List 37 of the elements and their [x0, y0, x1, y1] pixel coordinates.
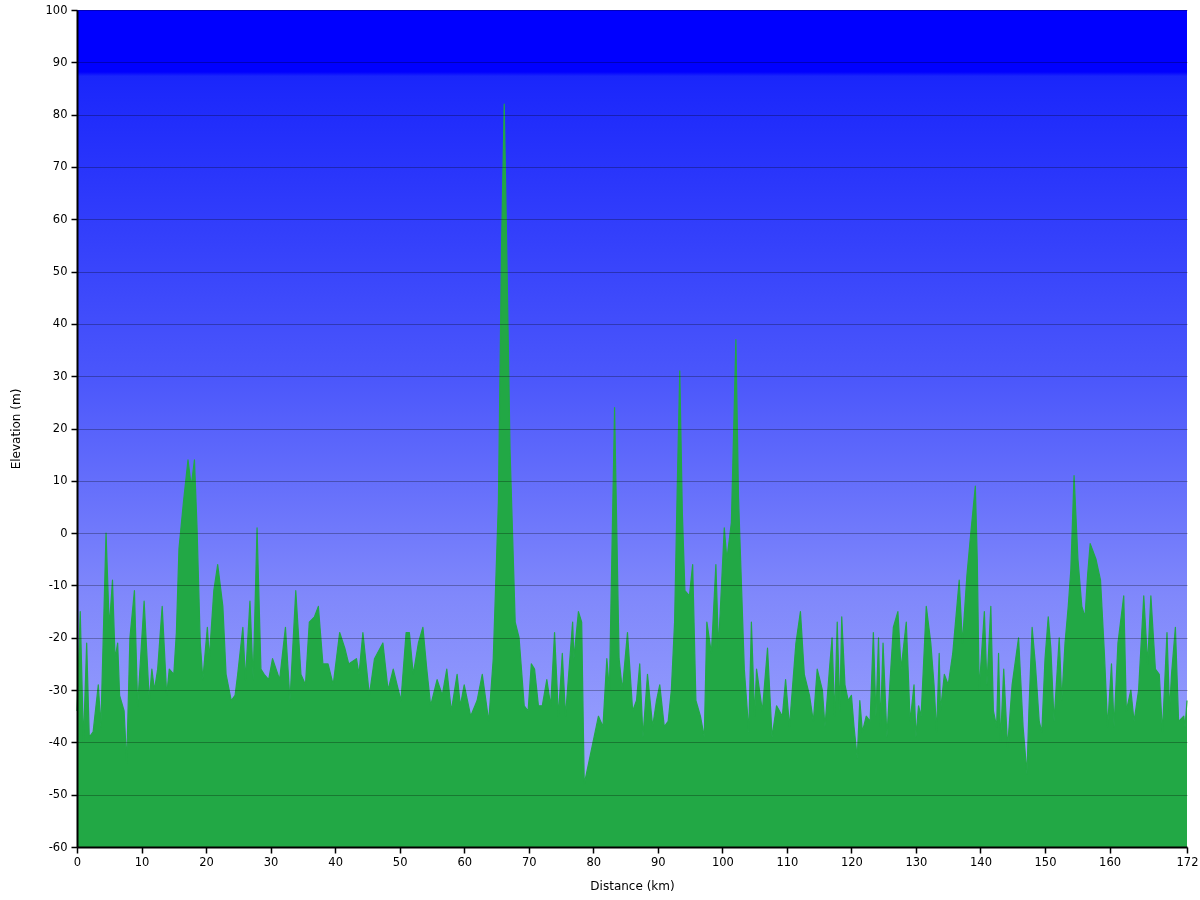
x-tick-label: 120: [840, 854, 863, 869]
y-tick-label: 50: [52, 264, 68, 279]
x-tick-label: 172: [1176, 854, 1199, 869]
x-axis-title: Distance (km): [590, 879, 675, 893]
y-tick-label: 60: [52, 211, 68, 226]
x-tick-label: 150: [1034, 854, 1057, 869]
x-tick-label: 90: [650, 854, 666, 869]
y-tick-label: 90: [52, 54, 68, 69]
x-tick-label: 140: [970, 854, 992, 869]
y-tick-label: -50: [48, 787, 68, 802]
y-tick-label: -60: [48, 839, 68, 854]
y-tick-label: -30: [48, 682, 68, 697]
x-tick-label: 0: [73, 854, 82, 869]
y-tick-label: 100: [45, 2, 68, 17]
y-tick-label: 30: [52, 368, 68, 383]
y-tick-label: 40: [52, 316, 68, 331]
y-tick-label: -40: [48, 734, 68, 749]
x-tick-label: 20: [199, 854, 214, 869]
y-tick-label: 80: [52, 107, 68, 122]
x-tick-label: 160: [1099, 854, 1122, 869]
x-tick-label: 10: [134, 854, 150, 869]
x-tick-label: 70: [521, 854, 537, 869]
x-tick-label: 60: [457, 854, 473, 869]
y-tick-label: 20: [52, 421, 68, 435]
x-tick-label: 40: [328, 854, 343, 869]
y-tick-label: -10: [48, 577, 68, 592]
x-tick-label: 130: [905, 854, 928, 869]
x-tick-label: 30: [263, 854, 279, 869]
y-tick-label: 10: [52, 473, 68, 488]
x-tick-label: 100: [711, 854, 734, 869]
x-tick-label: 80: [586, 854, 602, 869]
y-tick-label: 70: [52, 159, 68, 174]
y-tick-label: 0: [60, 525, 68, 540]
y-tick-label: -20: [48, 630, 68, 645]
y-axis-title: Elevation (m): [8, 388, 23, 470]
x-tick-label: 110: [776, 854, 799, 869]
x-tick-label: 50: [392, 854, 408, 869]
